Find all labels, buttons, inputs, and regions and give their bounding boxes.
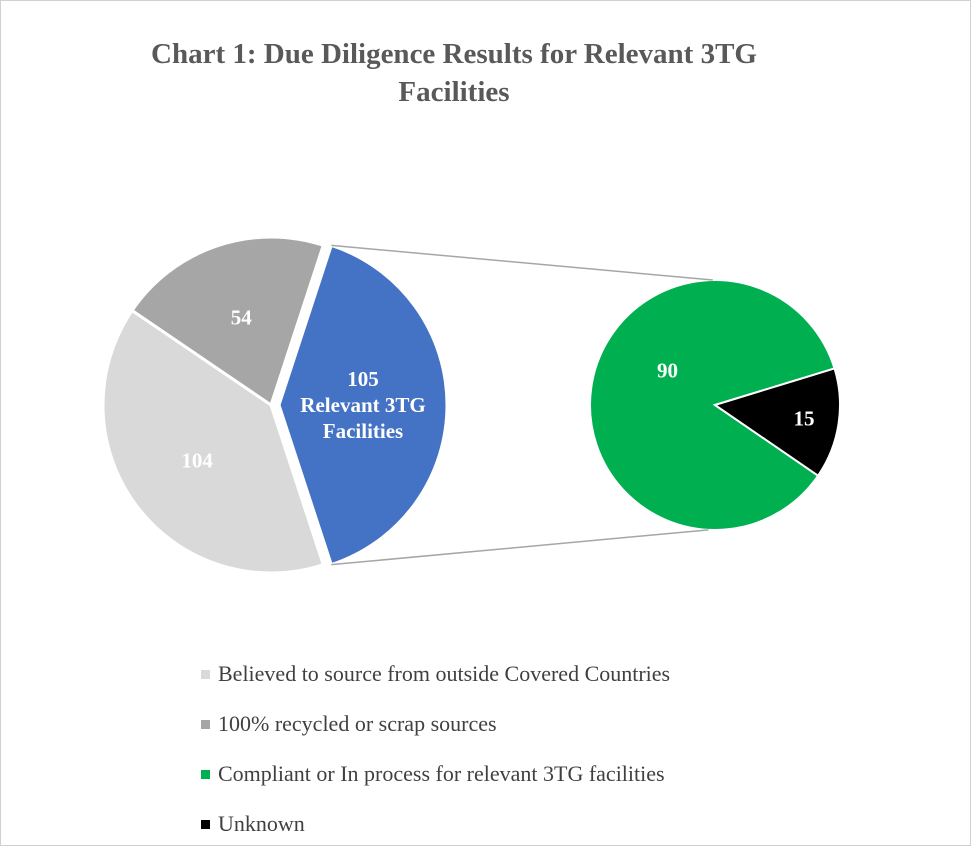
legend-label: Unknown — [218, 811, 305, 836]
legend-label: Compliant or In process for relevant 3TG… — [218, 761, 665, 786]
main-pie-data-label: 104 — [181, 449, 213, 473]
secondary-pie-slice — [712, 367, 841, 478]
main-pie-data-label: Relevant 3TG — [300, 393, 425, 417]
main-pie-slice — [101, 308, 326, 575]
legend-item: 100% recycled or scrap sources — [201, 699, 670, 749]
connector-line — [331, 529, 709, 566]
chart-title: Chart 1: Due Diligence Results for Relev… — [1, 35, 907, 111]
connector-line — [331, 244, 713, 281]
secondary-pie-data-label: 15 — [793, 407, 814, 431]
secondary-pie-slice — [589, 279, 836, 531]
secondary-pie-data-label: 90 — [657, 358, 678, 382]
main-pie-slice — [277, 243, 449, 567]
chart-legend: Believed to source from outside Covered … — [201, 649, 670, 845]
legend-item: Unknown — [201, 799, 670, 845]
legend-swatch — [201, 669, 210, 679]
legend-swatch — [201, 769, 210, 779]
legend-label: 100% recycled or scrap sources — [218, 711, 497, 736]
main-pie-slice — [129, 235, 326, 408]
main-pie-data-label: 54 — [231, 306, 253, 330]
legend-swatch — [201, 719, 210, 729]
main-pie-data-label: Facilities — [323, 419, 403, 443]
chart-title-line-1: Chart 1: Due Diligence Results for Relev… — [151, 38, 757, 70]
legend-label: Believed to source from outside Covered … — [218, 661, 671, 686]
main-pie-data-label: 105 — [347, 367, 379, 391]
legend-swatch — [201, 819, 210, 829]
legend-item: Believed to source from outside Covered … — [201, 649, 670, 699]
chart-title-line-2: Facilities — [398, 76, 510, 108]
legend-item: Compliant or In process for relevant 3TG… — [201, 749, 670, 799]
